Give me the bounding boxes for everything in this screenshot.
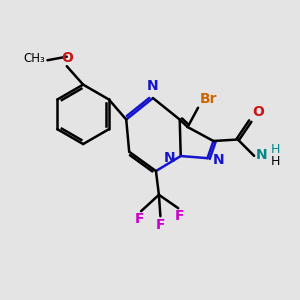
- Text: O: O: [61, 51, 73, 65]
- Text: N: N: [213, 153, 224, 167]
- Text: F: F: [156, 218, 165, 232]
- Text: N: N: [256, 148, 268, 162]
- Text: Br: Br: [200, 92, 217, 106]
- Text: O: O: [252, 105, 264, 119]
- Text: H: H: [271, 155, 280, 168]
- Text: F: F: [175, 209, 184, 224]
- Text: N: N: [164, 151, 176, 164]
- Text: H: H: [271, 143, 280, 156]
- Text: N: N: [147, 79, 158, 93]
- Text: CH₃: CH₃: [23, 52, 45, 65]
- Text: F: F: [135, 212, 145, 226]
